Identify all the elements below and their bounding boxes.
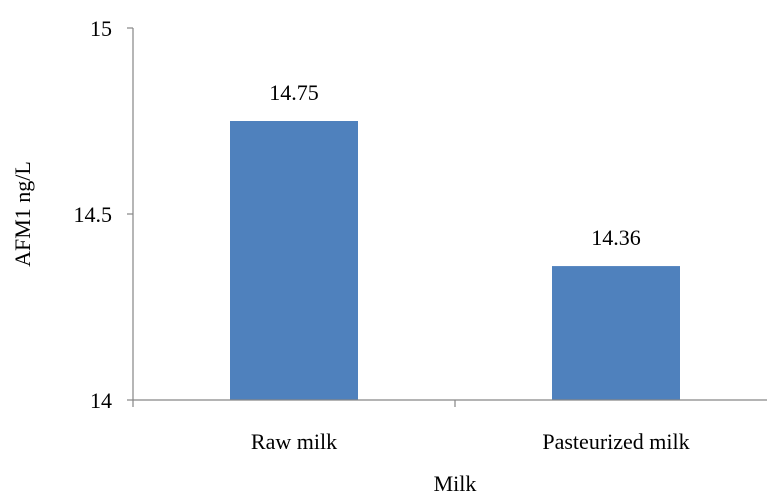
x-category-label: Raw milk — [251, 429, 337, 454]
y-tick-label: 14.5 — [74, 202, 113, 227]
bar-1 — [230, 121, 358, 400]
y-tick-label: 15 — [90, 16, 112, 41]
y-ticks-group: 14 14.5 15 — [74, 16, 133, 413]
y-axis-title: AFM1 ng/L — [10, 161, 35, 267]
data-label-2: 14.36 — [591, 225, 641, 250]
bars-group — [230, 121, 680, 400]
x-ticks-group: Raw milk Pasteurized milk — [132, 400, 690, 454]
data-label-1: 14.75 — [269, 80, 319, 105]
x-axis-title: Milk — [434, 471, 477, 495]
y-tick-label: 14 — [90, 388, 112, 413]
x-category-label: Pasteurized milk — [542, 429, 689, 454]
bar-2 — [552, 266, 680, 400]
data-labels-group: 14.75 14.36 — [269, 80, 641, 250]
